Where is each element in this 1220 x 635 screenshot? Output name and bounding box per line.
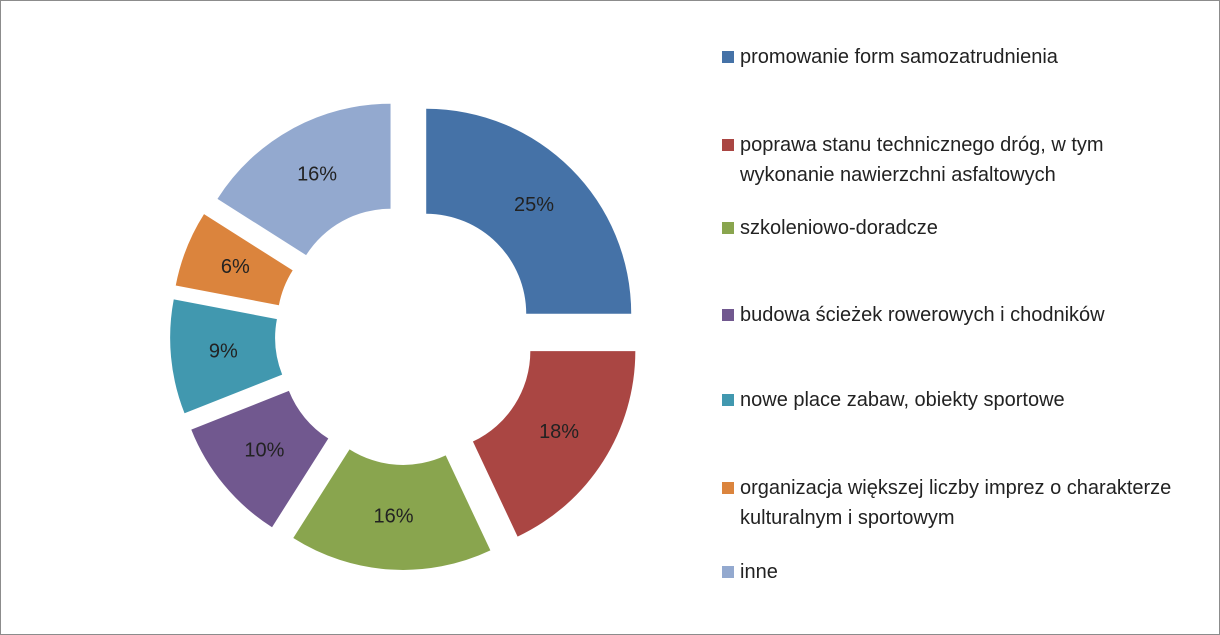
legend-swatch	[722, 482, 734, 494]
legend-label: promowanie form samozatrudnienia	[740, 46, 1058, 68]
donut-slice	[191, 390, 329, 528]
legend-item: poprawa stanu technicznego dróg, w tym w…	[720, 130, 1190, 190]
legend-label: inne	[740, 561, 778, 583]
legend-item: promowanie form samozatrudnienia	[720, 42, 1190, 72]
data-label: 18%	[539, 421, 579, 443]
legend-swatch	[722, 394, 734, 406]
legend-swatch	[722, 222, 734, 234]
legend-label: poprawa stanu technicznego dróg, w tym w…	[740, 134, 1104, 186]
legend-swatch	[722, 566, 734, 578]
donut-slice	[426, 108, 632, 314]
donut-slice	[217, 103, 391, 256]
data-label: 6%	[221, 256, 250, 278]
legend-swatch	[722, 309, 734, 321]
legend-item: budowa ścieżek rowerowych i chodników	[720, 300, 1190, 330]
legend-item: organizacja większej liczby imprez o cha…	[720, 473, 1190, 533]
legend-label: organizacja większej liczby imprez o cha…	[740, 477, 1172, 529]
legend-label: budowa ścieżek rowerowych i chodników	[740, 304, 1105, 326]
donut-slice	[175, 214, 293, 306]
donut-slice	[170, 299, 283, 414]
data-label: 10%	[244, 440, 284, 462]
legend-item: inne	[720, 557, 1190, 587]
data-label: 9%	[209, 340, 238, 362]
data-label: 25%	[514, 194, 554, 216]
donut-slice	[472, 351, 636, 537]
legend-swatch	[722, 51, 734, 63]
legend-swatch	[722, 139, 734, 151]
legend-label: nowe place zabaw, obiekty sportowe	[740, 389, 1065, 411]
data-label: 16%	[297, 163, 337, 185]
donut-slice	[293, 449, 491, 570]
data-label: 16%	[374, 505, 414, 527]
legend-item: nowe place zabaw, obiekty sportowe	[720, 385, 1190, 415]
legend-item: szkoleniowo-doradcze	[720, 213, 1190, 243]
legend-label: szkoleniowo-doradcze	[740, 217, 938, 239]
